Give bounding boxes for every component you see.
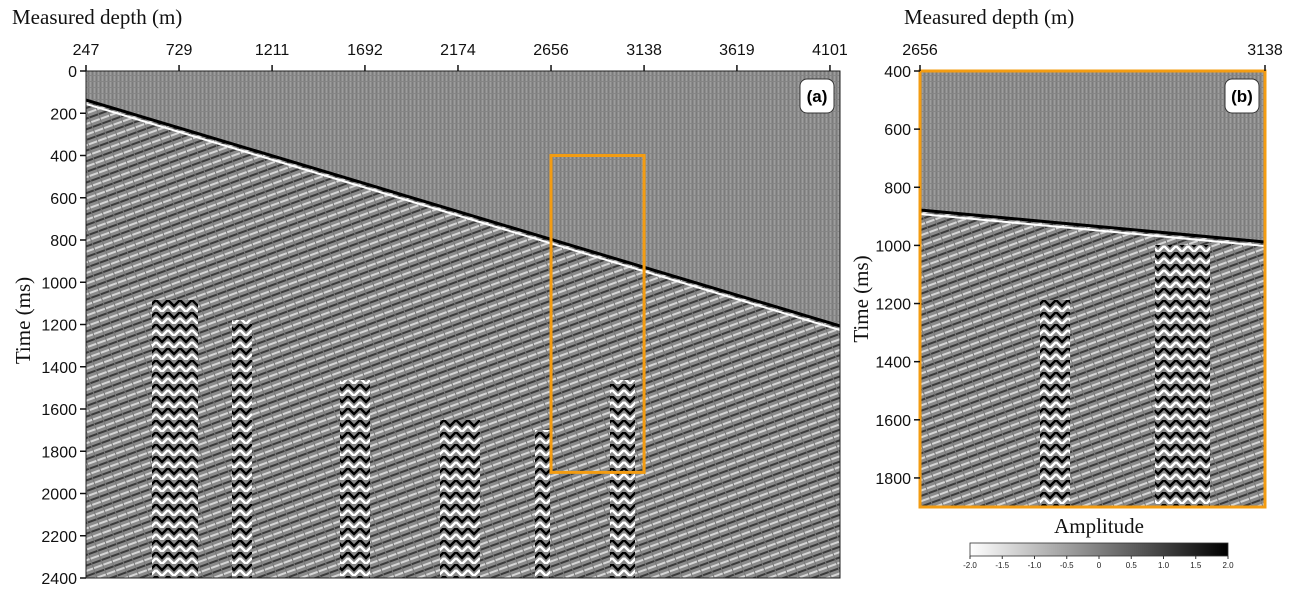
y-tick-label: 400 (884, 64, 911, 81)
colorbar (969, 542, 1229, 557)
x-axis-title: Measured depth (m) (904, 5, 1074, 29)
y-tick-label: 800 (50, 233, 77, 250)
y-tick-label: 1400 (41, 360, 77, 377)
panel-label-box (799, 78, 835, 114)
seismic-image (86, 71, 840, 578)
y-tick-label: 1000 (875, 238, 911, 255)
x-tick-label: 247 (73, 42, 100, 59)
x-tick-label: 1692 (347, 42, 383, 59)
y-tick-label: 600 (50, 191, 77, 208)
colorbar-tick-label: 1.0 (1158, 561, 1170, 570)
y-tick-label: 1600 (875, 413, 911, 430)
y-tick-label: 600 (884, 122, 911, 139)
y-tick-label: 1200 (41, 318, 77, 335)
x-tick-label: 2174 (440, 42, 476, 59)
y-tick-label: 1200 (875, 297, 911, 314)
colorbar-title: Amplitude (1054, 514, 1144, 538)
panel-label-box (1224, 78, 1260, 114)
y-tick-label: 2400 (41, 571, 77, 588)
seismic-zoom-image (920, 71, 1265, 507)
x-tick-label: 729 (166, 42, 193, 59)
y-tick-label: 2000 (41, 487, 77, 504)
colorbar-tick-label: 0.5 (1126, 561, 1138, 570)
colorbar-tick-label: -1.0 (1028, 561, 1042, 570)
y-axis-title: Time (ms) (11, 277, 35, 364)
x-tick-label: 3619 (719, 42, 755, 59)
x-tick-label: 1211 (255, 42, 290, 59)
y-tick-label: 1800 (41, 444, 77, 461)
panel-label: (a) (807, 87, 828, 106)
colorbar-tick-label: -2.0 (963, 561, 977, 570)
y-tick-label: 1400 (875, 355, 911, 372)
y-tick-label: 1600 (41, 402, 77, 419)
plot-frame (918, 69, 1267, 509)
x-axis-title: Measured depth (m) (12, 5, 182, 29)
colorbar-tick-label: -1.5 (995, 561, 1009, 570)
x-tick-label: 3138 (1247, 42, 1283, 59)
x-tick-label: 4101 (812, 42, 848, 59)
y-tick-label: 0 (68, 64, 77, 81)
y-tick-label: 400 (50, 149, 77, 166)
colorbar-tick-label: 1.5 (1190, 561, 1202, 570)
y-axis-title: Time (ms) (849, 255, 873, 342)
y-tick-label: 800 (884, 180, 911, 197)
y-tick-label: 1800 (875, 471, 911, 488)
x-tick-label: 3138 (626, 42, 662, 59)
colorbar-tick-label: 2.0 (1222, 561, 1234, 570)
y-tick-label: 1000 (41, 275, 77, 292)
x-tick-label: 2656 (533, 42, 569, 59)
panel-label: (b) (1231, 87, 1253, 106)
x-tick-label: 2656 (902, 42, 938, 59)
colorbar-tick-label: 0 (1097, 561, 1102, 570)
colorbar-tick-label: -0.5 (1060, 561, 1074, 570)
zoom-box (549, 154, 646, 474)
y-tick-label: 2200 (41, 529, 77, 546)
y-tick-label: 200 (50, 106, 77, 123)
